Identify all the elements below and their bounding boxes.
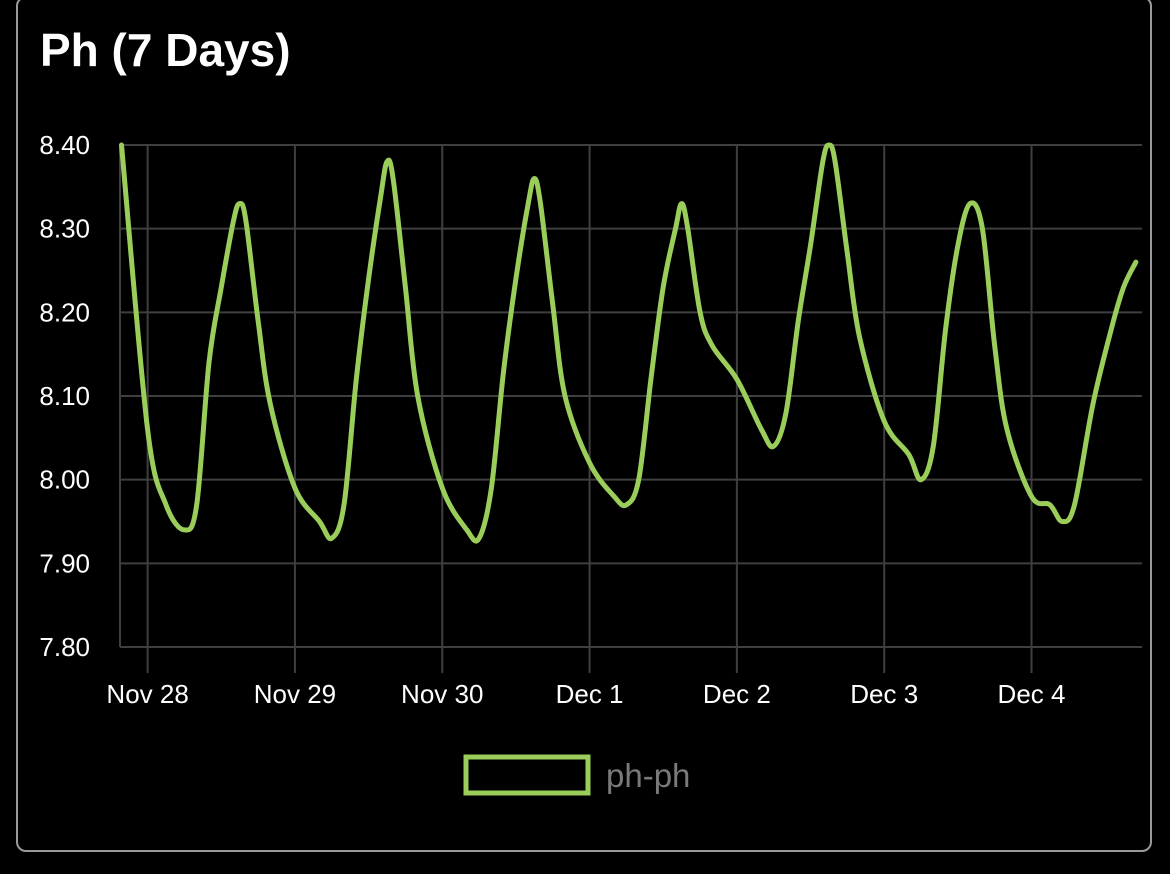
y-tick-label: 7.90 <box>39 548 90 578</box>
y-axis-labels: 8.40 8.30 8.20 8.10 8.00 7.90 7.80 <box>39 130 90 662</box>
legend[interactable]: ph-ph <box>463 754 690 796</box>
x-tick-label: Nov 30 <box>401 679 483 709</box>
chart-title: Ph (7 Days) <box>40 24 291 76</box>
x-tick-label: Nov 28 <box>106 679 188 709</box>
y-tick-label: 8.40 <box>39 130 90 160</box>
x-tick-label: Dec 4 <box>998 679 1066 709</box>
x-tick-label: Dec 3 <box>850 679 918 709</box>
y-tick-label: 8.20 <box>39 297 90 327</box>
y-tick-label: 7.80 <box>39 632 90 662</box>
series-lines <box>119 142 1139 544</box>
x-tick-label: Dec 2 <box>703 679 771 709</box>
y-tick-label: 8.00 <box>39 465 90 495</box>
x-axis-labels: Nov 28 Nov 29 Nov 30 Dec 1 Dec 2 Dec 3 Dec 4 <box>106 679 1065 709</box>
y-tick-label: 8.30 <box>39 214 90 244</box>
y-tick-label: 8.10 <box>39 381 90 411</box>
legend-swatch[interactable] <box>463 754 591 796</box>
x-tick-label: Nov 29 <box>254 679 336 709</box>
x-tick-label: Dec 1 <box>556 679 624 709</box>
series-line-ph-ph <box>119 142 1139 544</box>
legend-label[interactable]: ph-ph <box>606 757 690 794</box>
